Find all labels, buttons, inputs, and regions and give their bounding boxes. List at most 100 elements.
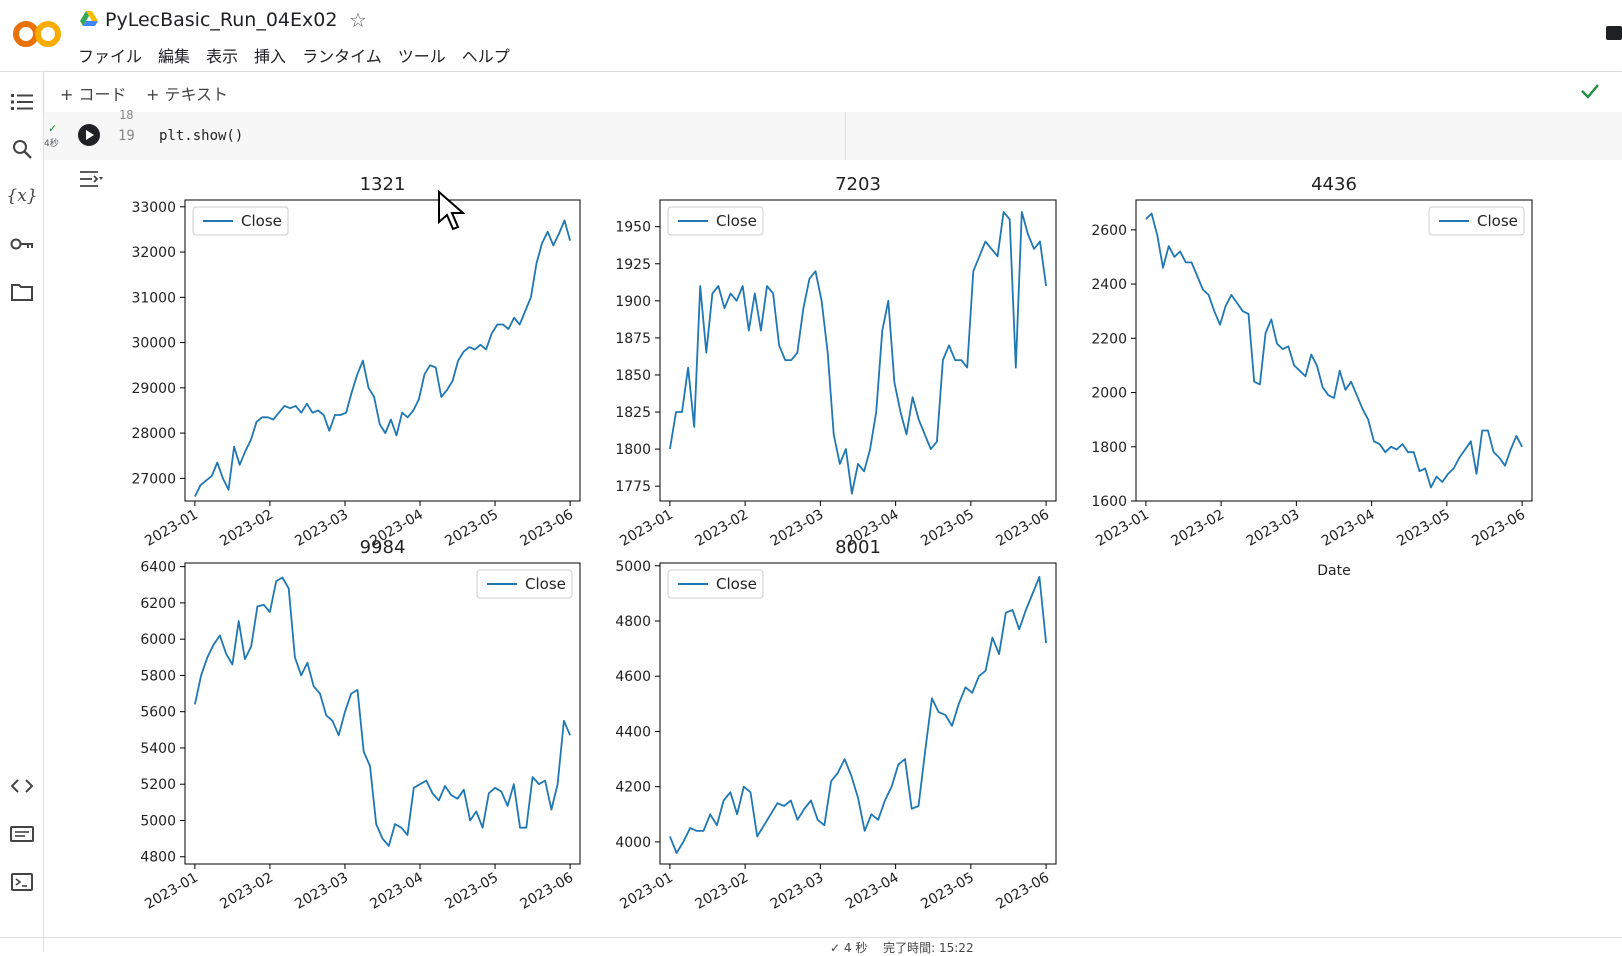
line-number-top: 18 [119,108,134,122]
code-line[interactable]: plt.show() [159,128,244,144]
y-tick-label: 33000 [131,200,176,216]
y-tick-label: 5000 [615,559,651,575]
legend-label: Close [241,212,282,230]
x-tick-label: 2023-05 [918,870,977,913]
line-number: 19 [118,128,135,144]
variables-icon[interactable]: {x} [6,186,38,206]
x-tick-label: 2023-06 [1469,507,1528,550]
legend-box [1428,206,1525,236]
y-tick-label: 5600 [140,705,176,721]
x-tick-label: 2023-02 [217,870,276,913]
key-icon[interactable] [8,230,36,258]
y-tick-label: 1800 [615,442,651,458]
series-line-close [194,576,571,847]
subplot-1321: 1321 27000 28000 29000 30000 31000 32000 33000 2… [131,174,581,550]
y-tick-label: 1900 [615,294,651,310]
toc-icon[interactable] [8,88,36,116]
notebook-title[interactable]: PyLecBasic_Run_04Ex02 [105,9,338,31]
x-tick-label: 2023-01 [617,870,676,913]
x-tick-label: 2023-03 [292,870,351,913]
y-tick-label: 6000 [140,632,176,648]
axes-frame [659,562,1057,865]
legend-label: Close [716,575,757,593]
chart-title: 9984 [360,537,406,558]
legend-label: Close [716,212,757,230]
x-tick-label: 2023-06 [993,507,1052,550]
x-tick-label: 2023-04 [367,870,426,913]
search-icon[interactable] [8,135,36,163]
y-tick-label: 5200 [140,777,176,793]
menu-edit[interactable]: 編集 [158,47,191,66]
star-icon[interactable]: ☆ [349,8,367,32]
add-text-button[interactable]: + テキスト [146,85,229,104]
connected-check-icon[interactable] [1580,82,1600,100]
y-tick-label: 2000 [1091,386,1127,402]
colab-logo[interactable] [12,16,64,52]
y-tick-label: 4600 [615,669,651,685]
drive-icon[interactable] [80,11,98,27]
subplot-4436: 4436 1600 1800 2000 2200 2400 2600 2023-01 2023-… [1091,174,1533,579]
code-snippets-icon[interactable] [8,772,36,800]
x-tick-label: 2023-03 [292,507,351,550]
y-tick-label: 1875 [615,331,651,347]
y-tick-label: 28000 [131,426,176,442]
x-tick-label: 2023-04 [843,870,902,913]
output-actions-icon[interactable] [78,168,104,190]
x-tick-label: 2023-01 [142,870,201,913]
y-tick-label: 2200 [1091,331,1127,347]
mouse-cursor [438,190,465,231]
code-cell[interactable] [44,112,1622,160]
y-tick-label: 31000 [131,290,176,306]
comment-icon[interactable] [1606,26,1622,40]
x-tick-label: 2023-05 [918,507,977,550]
y-tick-label: 27000 [131,471,176,487]
y-tick-label: 1850 [615,368,651,384]
status-bar: ✓ 4 秒 完了時間: 15:22 [0,937,1622,955]
axes-frame [659,199,1057,502]
y-tick-label: 1825 [615,405,651,421]
add-code-label: コード [78,85,127,104]
series-line-close [669,211,1047,495]
y-tick-label: 1800 [1091,440,1127,456]
add-code-button[interactable]: + コード [60,85,127,104]
menu-file[interactable]: ファイル [78,47,143,66]
menu-bar: ファイル 編集 表示 挿入 ランタイム ツール ヘルプ [78,43,526,67]
x-tick-label: 2023-05 [442,870,501,913]
legend-label: Close [525,575,566,593]
y-tick-label: 29000 [131,381,176,397]
legend-box [476,569,573,599]
y-tick-label: 4800 [615,614,651,630]
menu-view[interactable]: 表示 [206,47,239,66]
x-tick-label: 2023-06 [517,870,576,913]
legend-box [667,569,764,599]
run-cell-button[interactable] [78,124,100,146]
x-tick-label: 2023-04 [1319,507,1378,550]
x-tick-label: 2023-02 [217,507,276,550]
command-palette-icon[interactable] [8,820,36,848]
menu-help[interactable]: ヘルプ [461,47,510,66]
subplot-9984: 9984 4800 5000 5200 5400 5600 5800 6000 6200 6400… [140,537,581,913]
menu-insert[interactable]: 挿入 [254,47,287,66]
y-tick-label: 5800 [140,668,176,684]
x-tick-label: 2023-03 [768,870,827,913]
legend-label: Close [1477,212,1518,230]
subplot-8001: 8001 4000 4200 4400 4600 4800 5000 2023-01 2023-… [615,537,1057,913]
x-tick-label: 2023-01 [1093,507,1152,550]
output-figure: 1321 27000 28000 29000 30000 31000 32000 33000 2… [131,174,1533,913]
y-tick-label: 30000 [131,336,176,352]
x-tick-label: 2023-03 [768,507,827,550]
exec-time: 4秒 [44,139,59,149]
x-tick-label: 2023-06 [993,870,1052,913]
chart-title: 7203 [835,174,881,195]
y-tick-label: 1925 [615,257,651,273]
code-editor[interactable] [68,112,846,160]
y-tick-label: 2400 [1091,277,1127,293]
menu-tools[interactable]: ツール [397,47,446,66]
x-tick-label: 2023-05 [442,507,501,550]
terminal-icon[interactable] [8,868,36,896]
folder-icon[interactable] [8,278,36,306]
x-tick-label: 2023-02 [692,870,751,913]
menu-runtime[interactable]: ランタイム [302,47,382,66]
x-tick-label: 2023-01 [142,507,201,550]
y-tick-label: 1600 [1091,494,1127,510]
